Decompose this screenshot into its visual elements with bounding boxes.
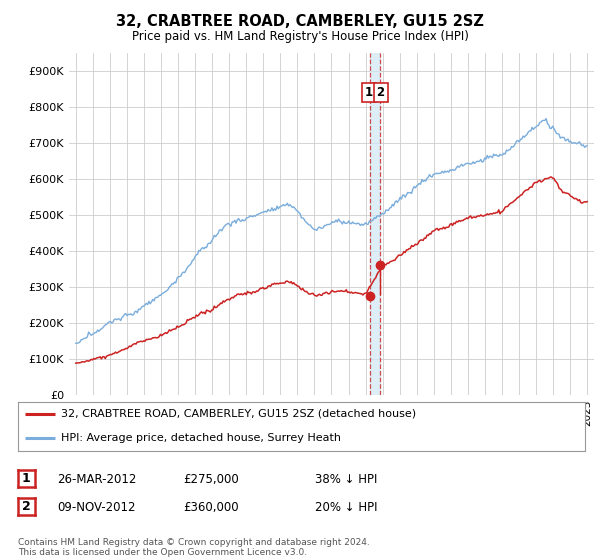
Bar [370, 53, 380, 395]
Text: £360,000: £360,000 [183, 501, 239, 515]
Text: Contains HM Land Registry data © Crown copyright and database right 2024.
This d: Contains HM Land Registry data © Crown c… [18, 538, 370, 557]
Text: Price paid vs. HM Land Registry's House Price Index (HPI): Price paid vs. HM Land Registry's House … [131, 30, 469, 43]
Text: 09-NOV-2012: 09-NOV-2012 [57, 501, 136, 515]
Text: 32, CRABTREE ROAD, CAMBERLEY, GU15 2SZ: 32, CRABTREE ROAD, CAMBERLEY, GU15 2SZ [116, 14, 484, 29]
Text: 20% ↓ HPI: 20% ↓ HPI [315, 501, 377, 515]
Text: 32, CRABTREE ROAD, CAMBERLEY, GU15 2SZ (detached house): 32, CRABTREE ROAD, CAMBERLEY, GU15 2SZ (… [61, 409, 416, 419]
Text: £275,000: £275,000 [183, 473, 239, 487]
Text: 26-MAR-2012: 26-MAR-2012 [57, 473, 136, 487]
Text: 2: 2 [377, 86, 385, 99]
Text: 1: 1 [22, 472, 31, 486]
Text: 38% ↓ HPI: 38% ↓ HPI [315, 473, 377, 487]
Text: 1: 1 [365, 86, 373, 99]
Text: 2: 2 [22, 500, 31, 514]
Text: HPI: Average price, detached house, Surrey Heath: HPI: Average price, detached house, Surr… [61, 433, 341, 444]
